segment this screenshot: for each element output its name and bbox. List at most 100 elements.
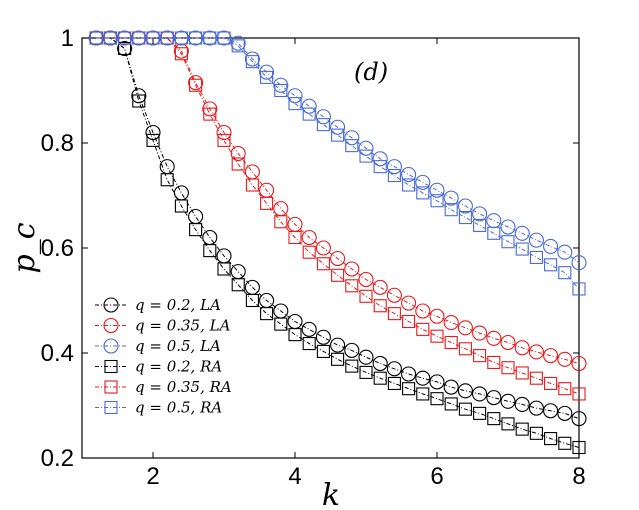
y-tick-label: 0.2 [41,445,74,472]
data-point [203,31,217,45]
x-tick-label: 2 [146,463,159,490]
x-axis-label: k [322,478,340,510]
data-point [146,133,160,147]
data-point [230,35,246,51]
data-point [514,340,530,356]
data-point [529,250,543,264]
data-point [245,293,259,308]
data-point [458,342,472,356]
data-point [458,211,472,225]
legend-item: q = 0.2, RA [95,358,222,376]
data-point [345,139,359,153]
data-point [316,344,330,358]
data-point [358,140,374,156]
legend-label: q = 0.5, LA [135,337,221,355]
data-point [330,250,346,267]
data-point [557,405,573,421]
series-line [96,37,580,420]
data-point [301,321,317,337]
data-point [444,203,458,217]
legend-item: q = 0.5, LA [95,337,221,355]
data-point [118,31,132,45]
data-point [458,402,472,416]
data-point [344,261,360,277]
data-point [287,88,303,104]
series-line [96,37,580,448]
data-point [231,39,245,53]
data-point [443,314,459,331]
y-tick-label: 0.4 [41,340,74,367]
data-point [416,186,430,200]
data-point [544,258,558,272]
data-point [160,173,174,187]
data-point [174,31,188,45]
data-point [473,349,487,363]
data-point [473,406,487,420]
data-point [501,235,515,249]
data-point [528,344,544,360]
data-point [315,329,331,345]
data-point [203,107,217,121]
tick-layer: 0.2 0.4 0.6 0.8 1 2 4 6 8 [41,25,586,490]
legend-item: q = 0.35, RA [95,378,232,396]
data-point [245,178,259,192]
data-point [430,329,444,343]
data-point [457,383,473,399]
legend-marker [103,297,119,313]
data-point [416,322,430,336]
data-point [331,268,345,282]
data-point [132,31,146,45]
data-point [345,279,359,293]
series-line [96,37,580,264]
series-layer [88,30,587,455]
data-point [486,390,502,406]
data-point [160,31,174,45]
data-point [301,98,317,114]
data-point [487,226,501,240]
legend-marker [104,400,118,415]
data-point [316,257,330,271]
data-point [174,199,188,213]
data-point [429,182,445,198]
data-point [402,178,416,192]
data-point [544,432,558,446]
legend-label: q = 0.2, RA [135,358,222,376]
data-point [571,255,587,271]
data-point [372,279,388,295]
data-point [274,83,288,98]
data-point [558,382,572,396]
data-point [415,174,431,190]
data-point [415,370,431,386]
data-point [401,366,417,382]
legend-marker [104,359,118,374]
data-point [189,31,203,45]
legend-item: q = 0.5, RA [95,399,222,417]
x-tick-label: 8 [572,463,585,490]
data-point [259,64,275,80]
data-point [359,365,373,379]
data-point [387,169,401,183]
series-line [96,37,580,395]
data-point [514,225,530,241]
data-point [260,307,274,321]
data-point [457,320,473,336]
data-point [260,196,274,210]
data-point [572,282,586,296]
data-point [174,47,188,61]
data-point [288,328,302,342]
data-point [500,334,516,351]
data-point [443,379,459,395]
legend-marker [103,338,119,354]
data-point [386,287,402,303]
data-point [358,349,374,365]
data-point [472,325,488,341]
legend-marker [104,380,118,394]
y-tick-label: 1 [61,25,74,52]
data-point [273,77,289,93]
data-point [373,371,387,385]
legend: q = 0.2, LA q = 0.35, LA q = 0.5, LA q = 0.… [95,296,232,417]
data-point [301,229,317,246]
data-point [103,31,117,45]
data-point [430,194,444,208]
data-point [401,295,417,311]
